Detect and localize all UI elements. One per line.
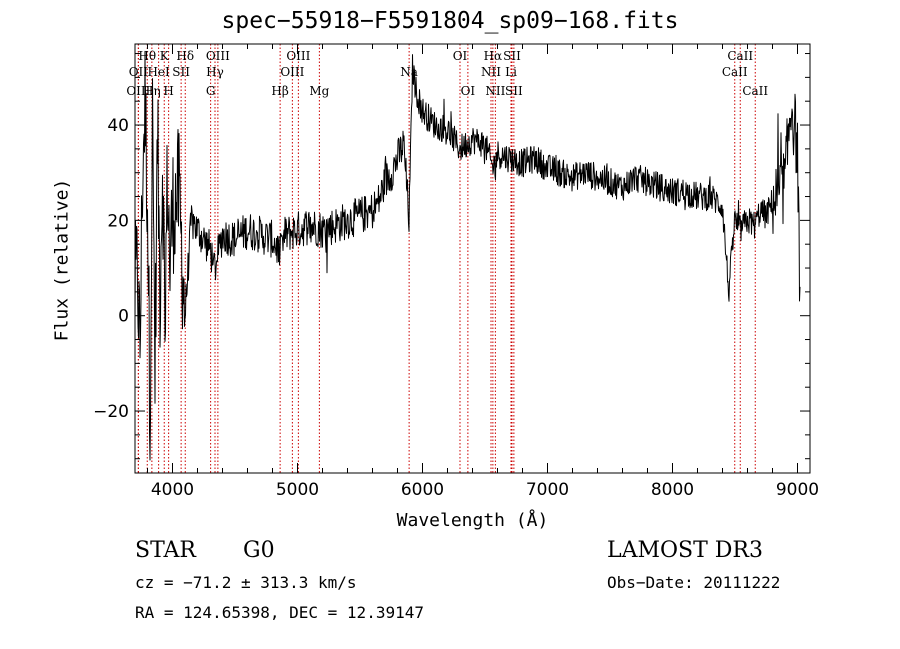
y-tick-label: −20 bbox=[93, 402, 129, 422]
spectral-line-label: OIII bbox=[280, 65, 304, 79]
spectral-line-label: OII bbox=[129, 65, 149, 79]
obs-date: Obs−Date: 20111222 bbox=[607, 573, 781, 592]
x-axis-label: Wavelength (Å) bbox=[396, 510, 549, 531]
spectral-line-label: Na bbox=[400, 65, 418, 79]
spectral-line-label: SII bbox=[503, 49, 521, 63]
x-tick-label: 6000 bbox=[401, 480, 444, 500]
spectral-line-label: OIII bbox=[206, 49, 230, 63]
spectral-line-label: Hβ bbox=[271, 84, 288, 98]
y-axis-label: Flux (relative) bbox=[51, 178, 73, 342]
spectral-line-label: Hα bbox=[484, 49, 503, 63]
x-tick-label: 5000 bbox=[276, 480, 319, 500]
y-tick-label: 0 bbox=[118, 307, 129, 327]
x-tick-label: 9000 bbox=[776, 480, 819, 500]
spectral-line-label: NII bbox=[485, 84, 505, 98]
spectral-line-label: Hθ bbox=[138, 49, 156, 63]
spectral-line-label: SII bbox=[172, 65, 190, 79]
plot-axes bbox=[134, 43, 811, 474]
y-tick-label: 40 bbox=[107, 116, 129, 136]
survey-name: LAMOST DR3 bbox=[607, 538, 763, 563]
spectral-line-label: CaII bbox=[727, 49, 753, 63]
redshift-readout: cz = −71.2 ± 313.3 km/s bbox=[135, 573, 357, 592]
spectral-line-label: CaII bbox=[742, 84, 768, 98]
spectral-line-markers bbox=[137, 44, 756, 473]
object-subclass: G0 bbox=[243, 538, 275, 563]
plot-frame bbox=[134, 43, 811, 474]
spectral-line-label: OI bbox=[461, 84, 476, 98]
spectral-line-label: NII bbox=[481, 65, 501, 79]
spectral-line-label: CaII bbox=[722, 65, 748, 79]
spectral-line-label: G bbox=[206, 84, 216, 98]
axis-ticks: 4000 5000 6000 7000 8000 9000 −20 0 20 40 bbox=[93, 44, 819, 500]
object-class: STAR bbox=[135, 538, 196, 563]
spectrum-series bbox=[134, 50, 801, 461]
spectral-line-label: Hγ bbox=[206, 65, 224, 79]
chart-title: spec−55918−F5591804_sp09−168.fits bbox=[221, 8, 679, 34]
spectral-line-label: OIII bbox=[286, 49, 310, 63]
spectral-line-label: H bbox=[163, 84, 173, 98]
y-tick-label: 20 bbox=[107, 211, 129, 231]
spectral-line-label: Mg bbox=[309, 84, 329, 98]
spectral-line-label: OI bbox=[453, 49, 468, 63]
spectral-line-label: Li bbox=[505, 65, 517, 79]
spectral-line-label: Hδ bbox=[176, 49, 194, 63]
spectral-line-label: K bbox=[160, 49, 170, 63]
x-tick-label: 8000 bbox=[651, 480, 694, 500]
x-tick-label: 7000 bbox=[526, 480, 569, 500]
coordinates: RA = 124.65398, DEC = 12.39147 bbox=[135, 603, 424, 622]
spectral-line-label: Hη bbox=[143, 84, 161, 98]
x-tick-label: 4000 bbox=[151, 480, 194, 500]
spectrum-line bbox=[134, 50, 801, 461]
spectral-line-label: HeI bbox=[147, 65, 170, 79]
spectral-line-label: SII bbox=[505, 84, 523, 98]
